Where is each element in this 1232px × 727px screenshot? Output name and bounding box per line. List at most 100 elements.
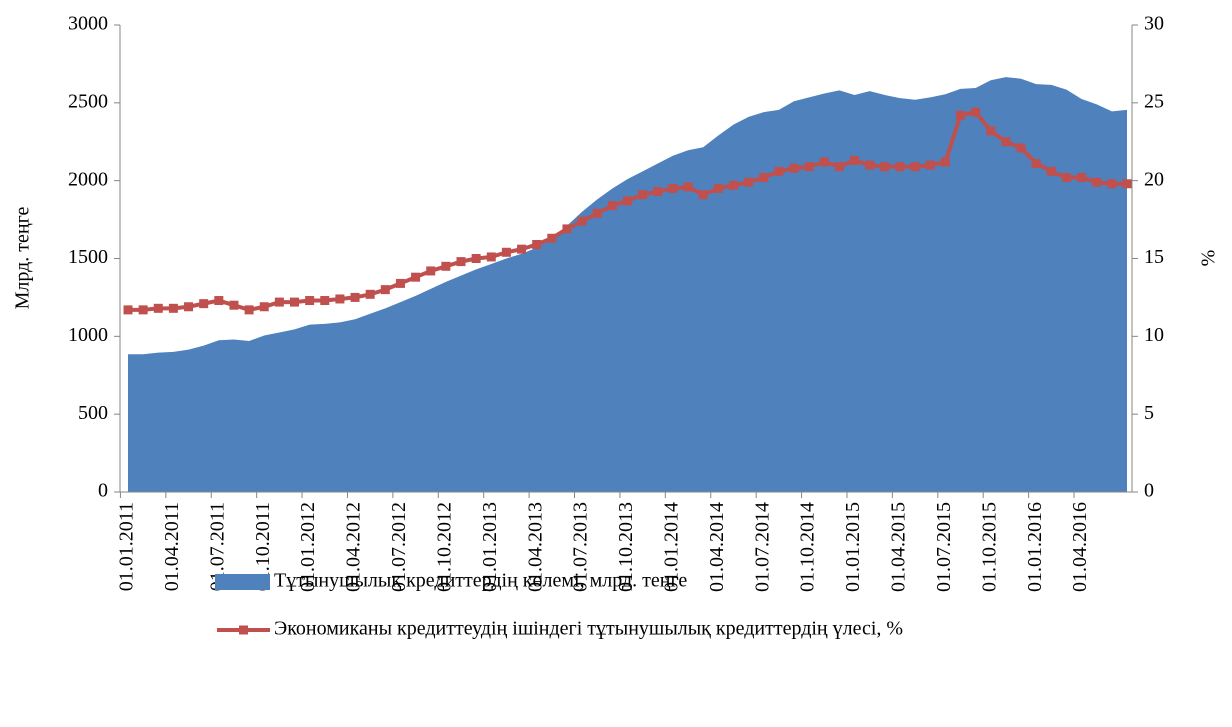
x-tick-label: 01.10.2014 [797,502,819,592]
marker [683,182,693,192]
marker [940,157,950,167]
marker [290,297,299,307]
y2-tick-label: 15 [1144,246,1164,268]
marker [1092,177,1102,187]
x-tick-label: 01.04.2011 [161,502,183,591]
marker [365,289,375,299]
marker [380,285,390,295]
marker [501,247,511,257]
marker [274,297,284,307]
marker [895,162,905,172]
x-tick-label: 01.07.2015 [933,502,955,592]
marker [184,302,194,312]
y2-tick-label: 10 [1144,324,1164,346]
marker [728,180,738,190]
x-tick-label: 01.07.2013 [570,502,592,592]
marker [168,303,178,313]
marker [229,300,239,310]
marker [804,162,814,172]
x-tick-label: 01.04.2016 [1069,502,1091,592]
marker [517,244,527,254]
marker [850,155,860,165]
marker [774,166,784,176]
marker [668,183,678,193]
marker [1077,173,1087,183]
marker [819,157,829,167]
marker [1046,166,1056,176]
y-tick-label: 1500 [68,246,108,268]
x-tick-label: 01.10.2012 [433,502,455,592]
y-axis-label: Млрд. теңге [12,206,34,309]
marker [456,257,466,267]
marker [350,292,360,302]
x-tick-label: 01.01.2015 [842,502,864,592]
x-tick-label: 01.01.2016 [1024,502,1046,592]
marker [623,196,632,206]
marker [335,294,345,304]
marker [320,296,330,306]
x-tick-label: 01.04.2015 [888,502,910,592]
x-tick-label: 01.04.2012 [343,502,365,592]
marker [1122,179,1132,189]
marker [471,254,481,263]
marker [1001,137,1011,147]
x-tick-label: 01.10.2013 [615,502,637,592]
y2-tick-label: 5 [1144,402,1154,424]
marker [925,160,935,170]
x-tick-label: 01.04.2014 [706,502,728,592]
marker [547,233,557,243]
marker [411,272,421,282]
marker [910,162,920,172]
area [128,77,1127,493]
marker [138,305,148,315]
marker [592,208,602,218]
legend-label: Экономиканы кредиттеудің ішіндегі тұтыну… [274,618,903,640]
x-tick-label: 01.01.2011 [116,502,138,591]
x-tick-label: 01.10.2015 [978,502,1000,592]
marker [653,187,663,197]
x-tick-label: 01.07.2011 [206,502,228,591]
marker [486,252,496,262]
marker [865,160,875,170]
marker [971,107,981,117]
marker [1031,159,1041,169]
legend-swatch [215,574,270,590]
x-tick-label: 01.07.2012 [388,502,410,592]
marker [259,302,269,312]
y-tick-label: 500 [78,402,108,424]
x-tick-label: 01.07.2014 [751,502,773,592]
y-tick-label: 2000 [68,168,108,190]
marker [834,162,844,172]
y-tick-label: 3000 [68,13,108,35]
y-tick-label: 2500 [68,90,108,112]
y2-tick-label: 30 [1144,13,1164,35]
x-tick-label: 01.01.2012 [297,502,319,592]
y-tick-label: 1000 [68,324,108,346]
marker [1061,173,1071,183]
marker [532,239,542,249]
marker [744,177,754,187]
x-tick-label: 01.01.2013 [479,502,501,592]
marker [395,278,405,288]
y2-tick-label: 20 [1144,168,1164,190]
marker [1107,179,1117,189]
y2-tick-label: 0 [1144,480,1154,502]
marker [607,201,617,211]
marker [562,224,572,234]
x-tick-label: 01.04.2013 [524,502,546,592]
marker [956,110,965,120]
marker [1016,143,1026,153]
marker [305,296,315,306]
marker [441,261,451,271]
marker [638,190,648,200]
y-tick-label: 0 [98,480,108,502]
x-tick-label: 01.01.2014 [661,502,683,592]
marker [153,303,163,313]
legend-marker [239,625,248,635]
marker [426,266,436,276]
marker [986,126,996,136]
marker [789,163,799,173]
y2-tick-label: 25 [1144,90,1164,112]
marker [759,173,769,183]
